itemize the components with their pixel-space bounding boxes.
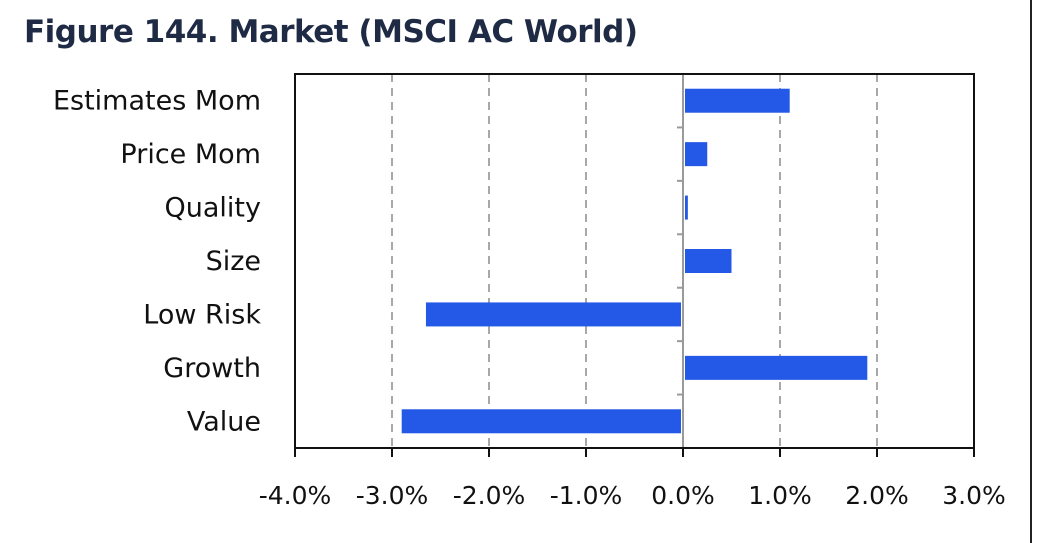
x-tick-label: -2.0% — [453, 481, 526, 510]
x-tick-label: 2.0% — [845, 481, 909, 510]
x-tick-label: 1.0% — [748, 481, 812, 510]
bar-quality — [685, 195, 688, 220]
plot-border — [294, 73, 975, 449]
page-right-rule — [1030, 0, 1032, 543]
gridlines — [391, 74, 878, 448]
plot-frame — [294, 73, 975, 449]
x-tick-label: 0.0% — [651, 481, 715, 510]
category-label: Low Risk — [143, 299, 261, 330]
bar-size — [685, 249, 732, 273]
x-tick-label: -4.0% — [259, 481, 332, 510]
x-tick-label: 3.0% — [942, 481, 1006, 510]
category-label: Quality — [165, 193, 261, 224]
bar-price-mom — [685, 142, 708, 167]
bar-estimates-mom — [685, 88, 790, 113]
x-tick-label: -3.0% — [356, 481, 429, 510]
x-axis-ticks: -4.0% -3.0% -2.0% -1.0% 0.0% 1.0% 2.0% 3.0% — [259, 448, 1006, 510]
category-labels: Estimates Mom Price Mom Quality Size Low Ris… — [53, 86, 261, 438]
category-label: Price Mom — [120, 139, 261, 170]
category-label: Growth — [163, 353, 261, 384]
bars — [401, 88, 868, 434]
bar-growth — [685, 355, 868, 380]
bar-low-risk — [425, 302, 681, 327]
category-label: Value — [187, 406, 261, 437]
figure-title: Figure 144. Market (MSCI AC World) — [24, 14, 638, 50]
bar-value — [401, 409, 681, 434]
category-label: Estimates Mom — [53, 86, 261, 117]
x-tick-label: -1.0% — [550, 481, 623, 510]
category-label: Size — [206, 246, 261, 277]
